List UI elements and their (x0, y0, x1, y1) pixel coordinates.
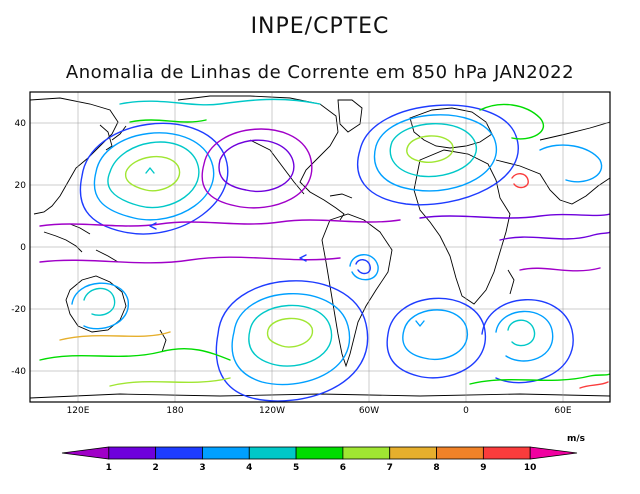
colorbar-swatch (389, 446, 437, 460)
colorbar-label: 3 (199, 463, 205, 473)
y-axis-labels: 40 20 0 -20 -40 (11, 119, 26, 377)
map-plot-area (30, 92, 610, 402)
colorbar-label: 2 (153, 463, 159, 473)
x-tick-label: 120W (259, 406, 285, 416)
y-tick-label: 40 (15, 119, 27, 129)
colorbar-label: 9 (480, 463, 486, 473)
agency-title: INPE/CPTEC (250, 14, 390, 39)
y-tick-label: 20 (15, 181, 27, 191)
colorbar-units: m/s (567, 434, 586, 444)
colorbar-swatch (202, 446, 250, 460)
map-frame (29, 91, 611, 403)
colorbar-label: 5 (293, 463, 299, 473)
colorbar-swatch (248, 446, 297, 460)
y-tick-label: -20 (11, 305, 26, 315)
colorbar-swatch (482, 446, 531, 460)
colorbar-label: 10 (524, 463, 537, 473)
colorbar-swatch (155, 446, 203, 460)
colorbar-swatch (295, 446, 344, 460)
x-tick-label: 120E (67, 406, 90, 416)
colorbar-label: 1 (106, 463, 112, 473)
x-axis-labels: 120E 180 120W 60W 0 60E (67, 406, 572, 416)
y-tick-label: 0 (20, 243, 26, 253)
x-tick-label: 60E (554, 406, 571, 416)
map-title: Anomalia de Linhas de Corrente em 850 hP… (65, 62, 575, 83)
colorbar-swatch (108, 446, 157, 460)
x-tick-label: 0 (463, 406, 469, 416)
streamlines (39, 98, 610, 402)
grid-lines (30, 92, 610, 402)
colorbar-label: 8 (433, 463, 439, 473)
colorbar-swatch (342, 446, 391, 460)
colorbar-swatch (529, 446, 578, 460)
colorbar-swatch (61, 446, 110, 460)
x-tick-label: 60W (359, 406, 379, 416)
colorbar-label: 6 (340, 463, 346, 473)
y-tick-label: -40 (11, 367, 26, 377)
x-tick-label: 180 (166, 406, 183, 416)
colorbar-label: 4 (246, 463, 252, 473)
colorbar-swatch (436, 446, 484, 460)
colorbar-label: 7 (387, 463, 393, 473)
colorbar: 1 2 3 4 5 6 7 8 9 10 (61, 446, 578, 473)
